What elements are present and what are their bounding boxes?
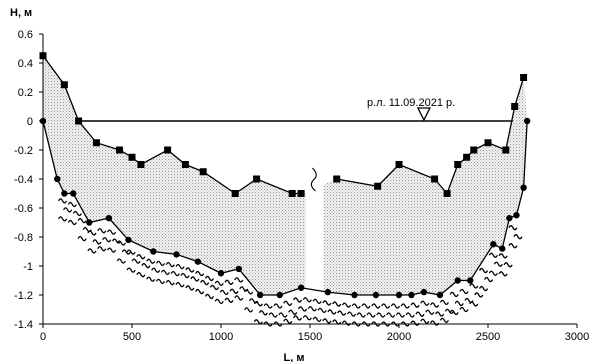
circle-marker xyxy=(395,291,403,299)
square-marker xyxy=(199,168,207,176)
circle-marker xyxy=(513,212,520,219)
square-marker xyxy=(297,190,305,197)
circle-marker xyxy=(490,241,497,248)
y-tick-label: -1.2 xyxy=(14,290,33,302)
y-tick-label: 0 xyxy=(27,116,33,128)
circle-marker xyxy=(256,291,264,299)
circle-marker xyxy=(372,291,380,299)
square-marker xyxy=(470,146,478,154)
square-marker xyxy=(502,146,510,154)
water-level-annotation: р.л. 11.09.2021 р. xyxy=(367,97,455,109)
square-marker xyxy=(128,153,136,161)
series-line-upper xyxy=(336,77,525,195)
square-marker xyxy=(60,81,68,89)
circle-marker xyxy=(54,175,61,183)
circle-marker xyxy=(86,219,93,226)
square-marker xyxy=(484,139,492,147)
shaded-area xyxy=(43,55,528,295)
y-tick-label: -0.4 xyxy=(14,174,33,186)
square-marker xyxy=(431,175,439,183)
square-marker xyxy=(443,190,451,197)
square-marker xyxy=(520,74,528,81)
square-marker xyxy=(288,190,296,197)
y-tick-label: 0.6 xyxy=(18,29,33,41)
y-tick-label: -0.8 xyxy=(14,232,33,244)
water-level-marker xyxy=(416,107,431,122)
circle-marker xyxy=(420,288,428,296)
circle-marker xyxy=(523,117,531,125)
x-tick-label: 500 xyxy=(123,331,141,343)
square-marker xyxy=(164,146,172,154)
square-marker xyxy=(395,161,403,168)
square-marker xyxy=(92,139,100,147)
y-tick-label: 0.4 xyxy=(18,58,33,70)
y-axis-title: H, м xyxy=(10,7,32,19)
square-marker xyxy=(231,190,239,197)
circle-marker xyxy=(39,117,47,125)
x-tick-label: 1000 xyxy=(209,331,233,343)
x-tick-label: 3000 xyxy=(565,331,589,343)
circle-marker xyxy=(324,288,331,296)
square-marker xyxy=(116,146,124,154)
square-marker xyxy=(511,103,519,110)
circle-marker xyxy=(150,248,157,255)
y-tick-label: -1 xyxy=(23,261,33,273)
circle-marker xyxy=(408,291,415,299)
square-marker xyxy=(75,117,83,125)
square-marker xyxy=(374,182,382,190)
circle-marker xyxy=(297,284,305,291)
x-tick-label: 2000 xyxy=(387,331,411,343)
circle-marker xyxy=(436,291,444,299)
circle-marker xyxy=(70,190,77,197)
square-marker xyxy=(39,52,47,60)
ground-hatching xyxy=(57,198,523,327)
circle-marker xyxy=(61,190,68,197)
axis-break-symbol xyxy=(310,167,317,192)
square-marker xyxy=(333,175,341,183)
circle-marker xyxy=(351,291,358,299)
circle-marker xyxy=(125,236,132,244)
series-line-upper xyxy=(42,55,302,195)
circle-marker xyxy=(454,277,461,284)
y-tick-label: -1.4 xyxy=(14,319,33,331)
x-tick-label: 1500 xyxy=(298,331,322,343)
circle-marker xyxy=(194,258,202,265)
x-tick-label: 2500 xyxy=(476,331,500,343)
circle-marker xyxy=(173,251,180,258)
square-marker xyxy=(253,175,261,183)
square-marker xyxy=(454,161,462,168)
circle-marker xyxy=(217,270,225,277)
circle-marker xyxy=(499,245,506,252)
square-marker xyxy=(137,161,145,168)
y-tick-label: 0.2 xyxy=(18,87,33,99)
circle-marker xyxy=(276,291,283,299)
square-marker xyxy=(463,153,471,161)
circle-marker xyxy=(235,265,242,273)
circle-marker xyxy=(506,214,513,222)
circle-marker xyxy=(105,214,113,222)
circle-marker xyxy=(520,184,527,191)
x-tick-label: 0 xyxy=(40,331,46,343)
square-marker xyxy=(181,161,189,168)
x-axis-title: L, м xyxy=(284,352,305,362)
y-tick-label: -0.2 xyxy=(14,145,33,157)
y-tick-label: -0.6 xyxy=(14,203,33,215)
circle-marker xyxy=(467,277,474,284)
